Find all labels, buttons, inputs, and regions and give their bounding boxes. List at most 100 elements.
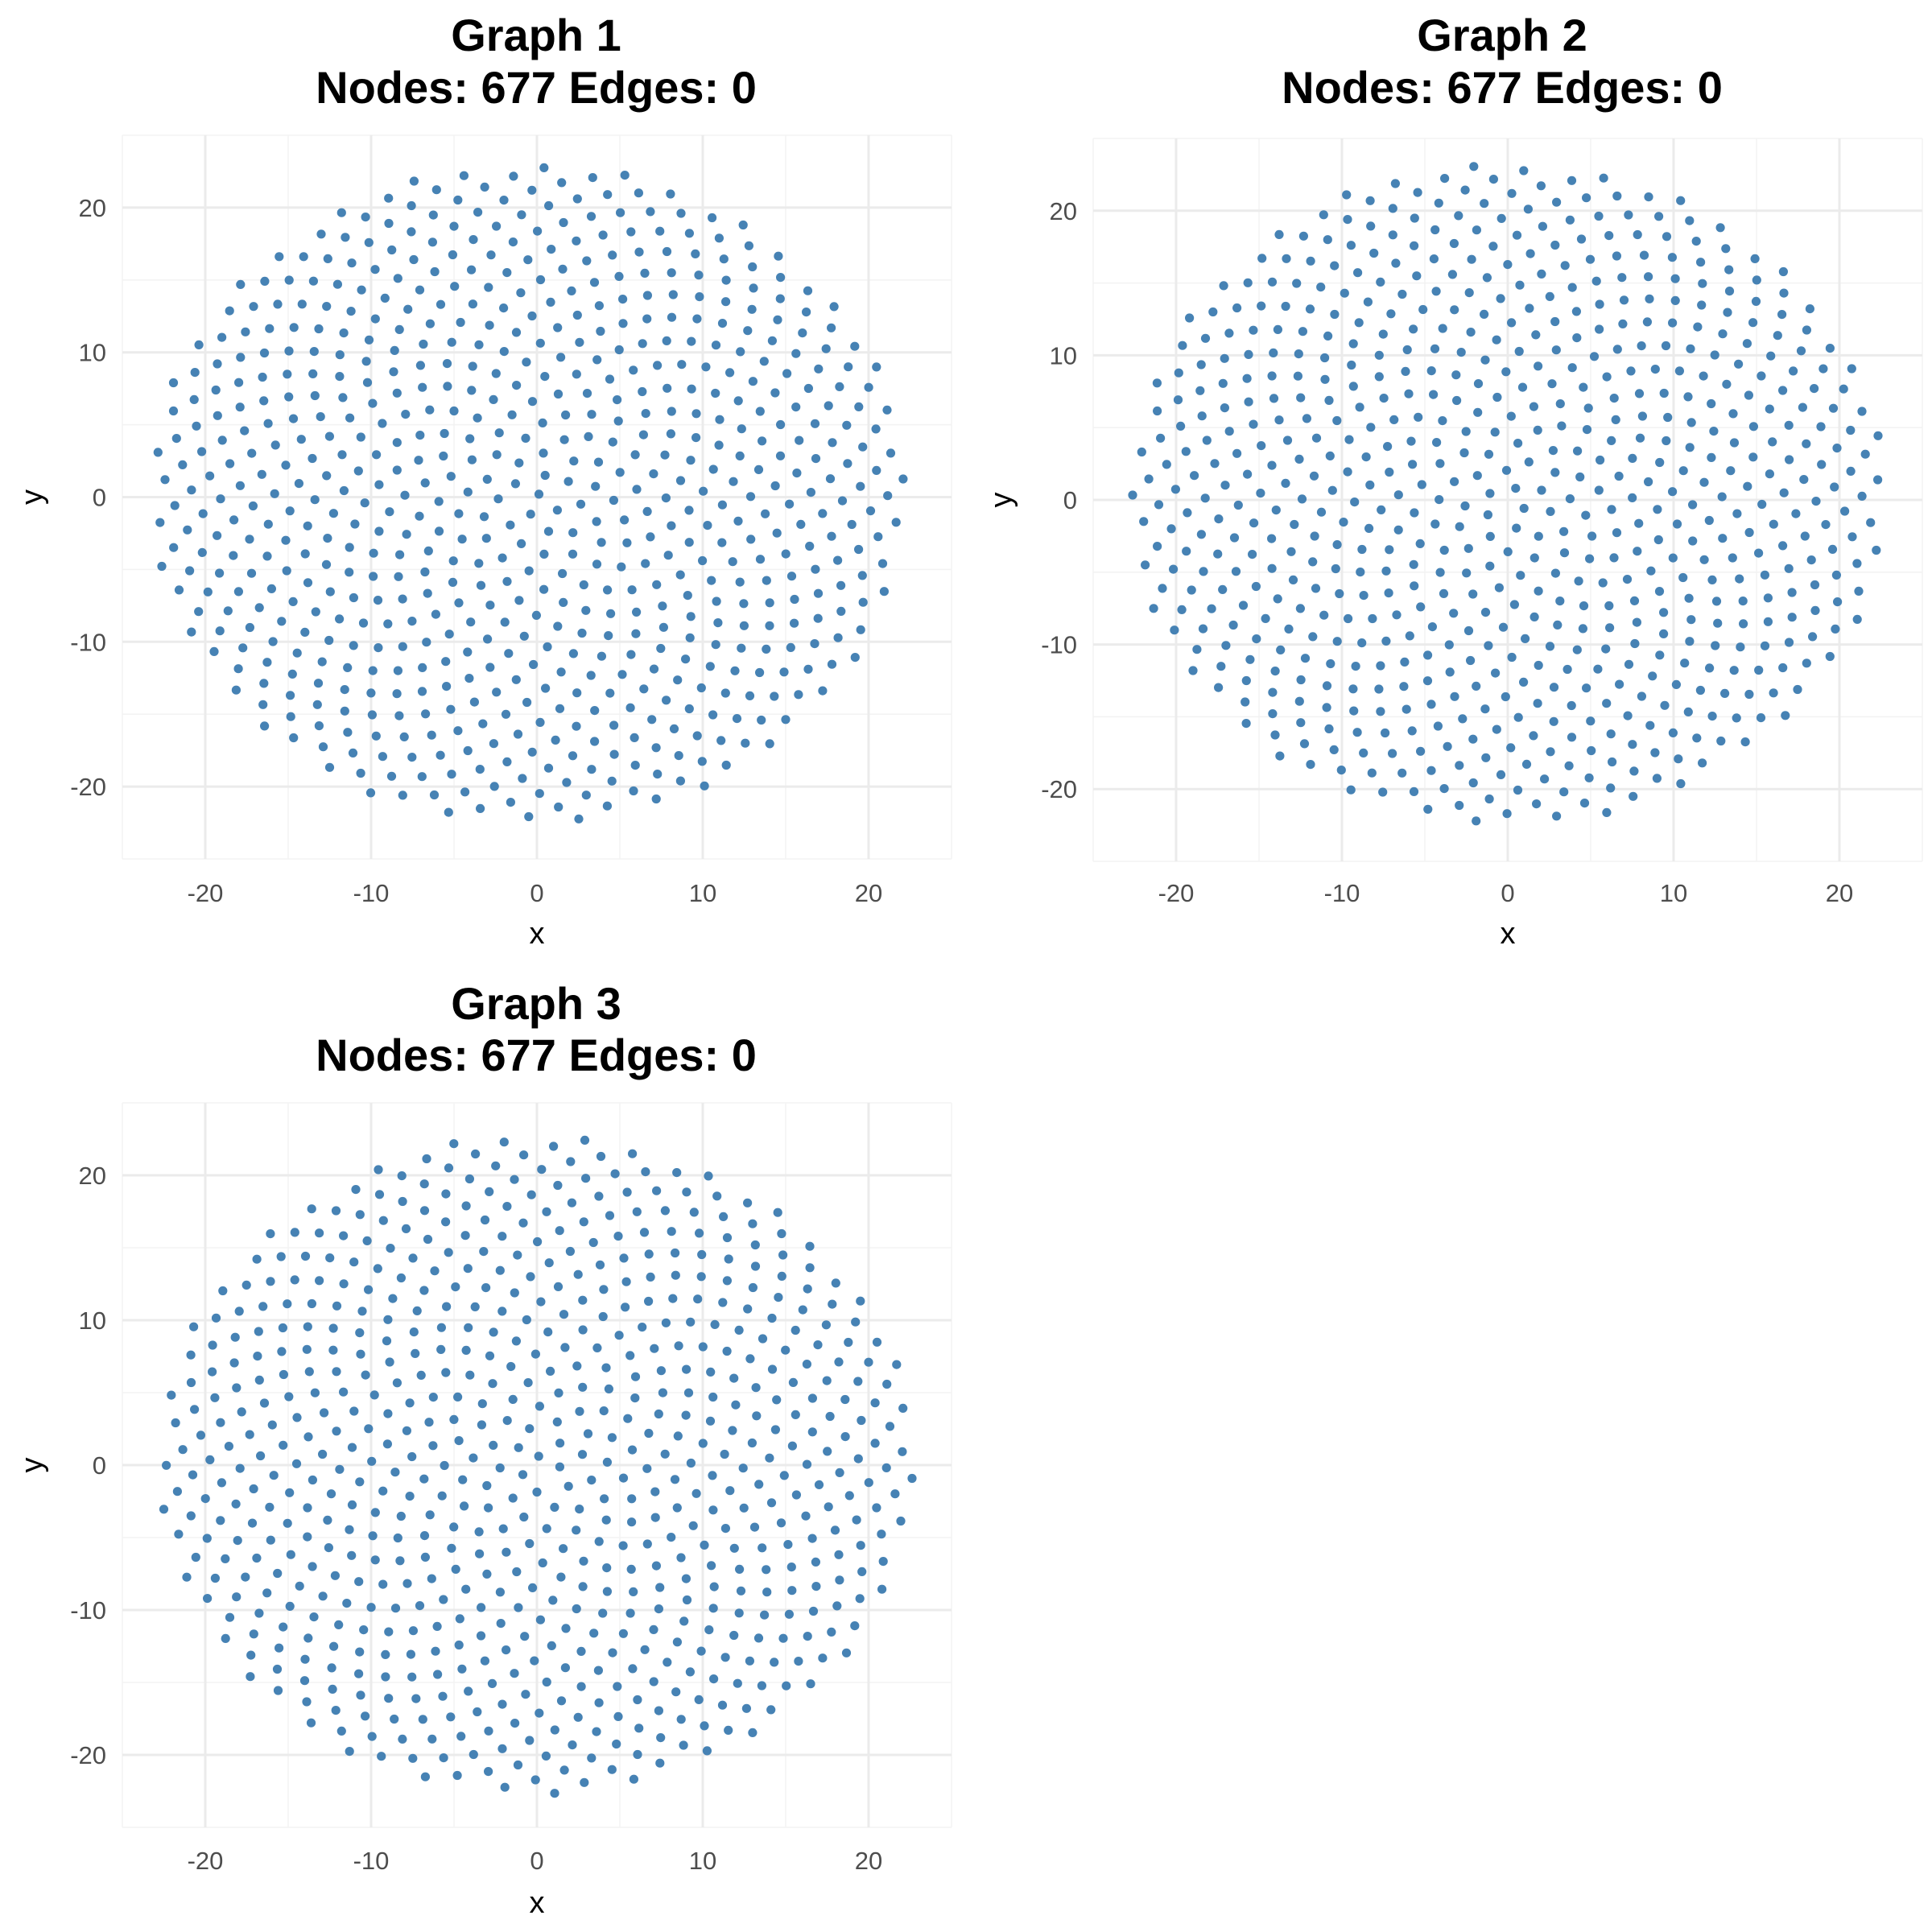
node-point (776, 1518, 786, 1528)
node-point (1353, 268, 1363, 278)
node-point (1729, 666, 1739, 675)
node-point (425, 405, 435, 415)
node-point (1356, 568, 1365, 577)
node-point (1218, 378, 1228, 388)
node-point (348, 748, 358, 758)
node-point (1614, 471, 1624, 481)
node-point (1488, 175, 1498, 184)
node-point (508, 1493, 518, 1503)
node-point (697, 1249, 707, 1260)
node-point (1595, 324, 1604, 334)
node-point (245, 535, 254, 544)
node-point (581, 605, 591, 615)
node-point (1492, 724, 1501, 734)
node-point (1585, 554, 1595, 564)
node-point (1825, 651, 1835, 662)
node-point (325, 587, 335, 597)
node-point (428, 1393, 438, 1402)
node-point (475, 765, 485, 774)
node-point (249, 302, 258, 312)
node-point (634, 247, 644, 257)
node-point (527, 747, 537, 757)
node-point (734, 1325, 744, 1335)
node-point (1348, 684, 1358, 694)
node-point (1852, 559, 1862, 568)
node-point (356, 1690, 365, 1700)
node-point (795, 436, 804, 445)
node-point (353, 466, 363, 476)
node-point (460, 1501, 469, 1511)
node-point (381, 1649, 390, 1659)
node-point (1282, 254, 1291, 263)
node-point (693, 1294, 703, 1304)
node-point (1450, 305, 1459, 315)
node-point (440, 1460, 449, 1471)
y-tick-label: 10 (79, 339, 106, 367)
y-tick-label: 10 (79, 1307, 106, 1335)
node-point (339, 1387, 349, 1397)
node-point (496, 1619, 506, 1629)
node-point (603, 190, 613, 200)
node-point (1299, 739, 1310, 749)
node-point (603, 585, 613, 595)
node-point (347, 258, 357, 268)
node-point (1827, 544, 1838, 555)
node-point (1629, 766, 1639, 776)
node-point (459, 171, 469, 180)
node-point (882, 1379, 892, 1389)
node-point (439, 451, 448, 461)
node-point (1789, 366, 1798, 376)
node-point (1359, 748, 1368, 758)
node-point (730, 666, 740, 675)
node-point (811, 1582, 821, 1591)
node-point (434, 497, 444, 506)
node-point (1584, 773, 1594, 782)
node-point (1607, 436, 1616, 446)
node-point (1646, 566, 1656, 576)
node-point (519, 1150, 529, 1160)
node-point (553, 389, 564, 399)
node-point (217, 332, 227, 342)
node-point (677, 360, 687, 369)
node-point (1534, 586, 1543, 596)
node-point (292, 1413, 302, 1422)
node-point (1274, 415, 1284, 425)
node-point (556, 1696, 567, 1706)
node-point (1220, 481, 1230, 490)
node-point (231, 1499, 241, 1509)
node-point (480, 1215, 490, 1225)
node-point (1736, 642, 1745, 652)
node-point (316, 229, 326, 239)
node-point (383, 1315, 393, 1324)
node-point (1550, 316, 1560, 327)
node-point (576, 499, 586, 509)
node-point (720, 1449, 729, 1459)
node-point (1162, 460, 1171, 469)
node-point (1466, 655, 1476, 666)
node-point (818, 1653, 828, 1663)
node-point (452, 1770, 462, 1781)
node-point (1586, 716, 1596, 726)
node-point (814, 1480, 824, 1489)
node-point (1288, 575, 1298, 585)
node-point (594, 1191, 604, 1201)
node-point (464, 674, 474, 683)
node-point (224, 1442, 233, 1451)
node-point (712, 1191, 722, 1201)
node-point (442, 359, 452, 369)
node-point (299, 1676, 310, 1686)
node-point (1572, 645, 1582, 654)
node-point (355, 1328, 365, 1338)
node-point (1472, 225, 1481, 235)
node-point (502, 1547, 511, 1557)
node-point (473, 208, 483, 217)
node-point (300, 1654, 310, 1664)
node-point (1458, 714, 1468, 724)
node-point (630, 1393, 640, 1403)
node-point (547, 245, 556, 254)
node-point (1430, 519, 1440, 529)
node-point (656, 1733, 666, 1743)
node-point (307, 1298, 316, 1309)
node-point (1196, 530, 1206, 539)
